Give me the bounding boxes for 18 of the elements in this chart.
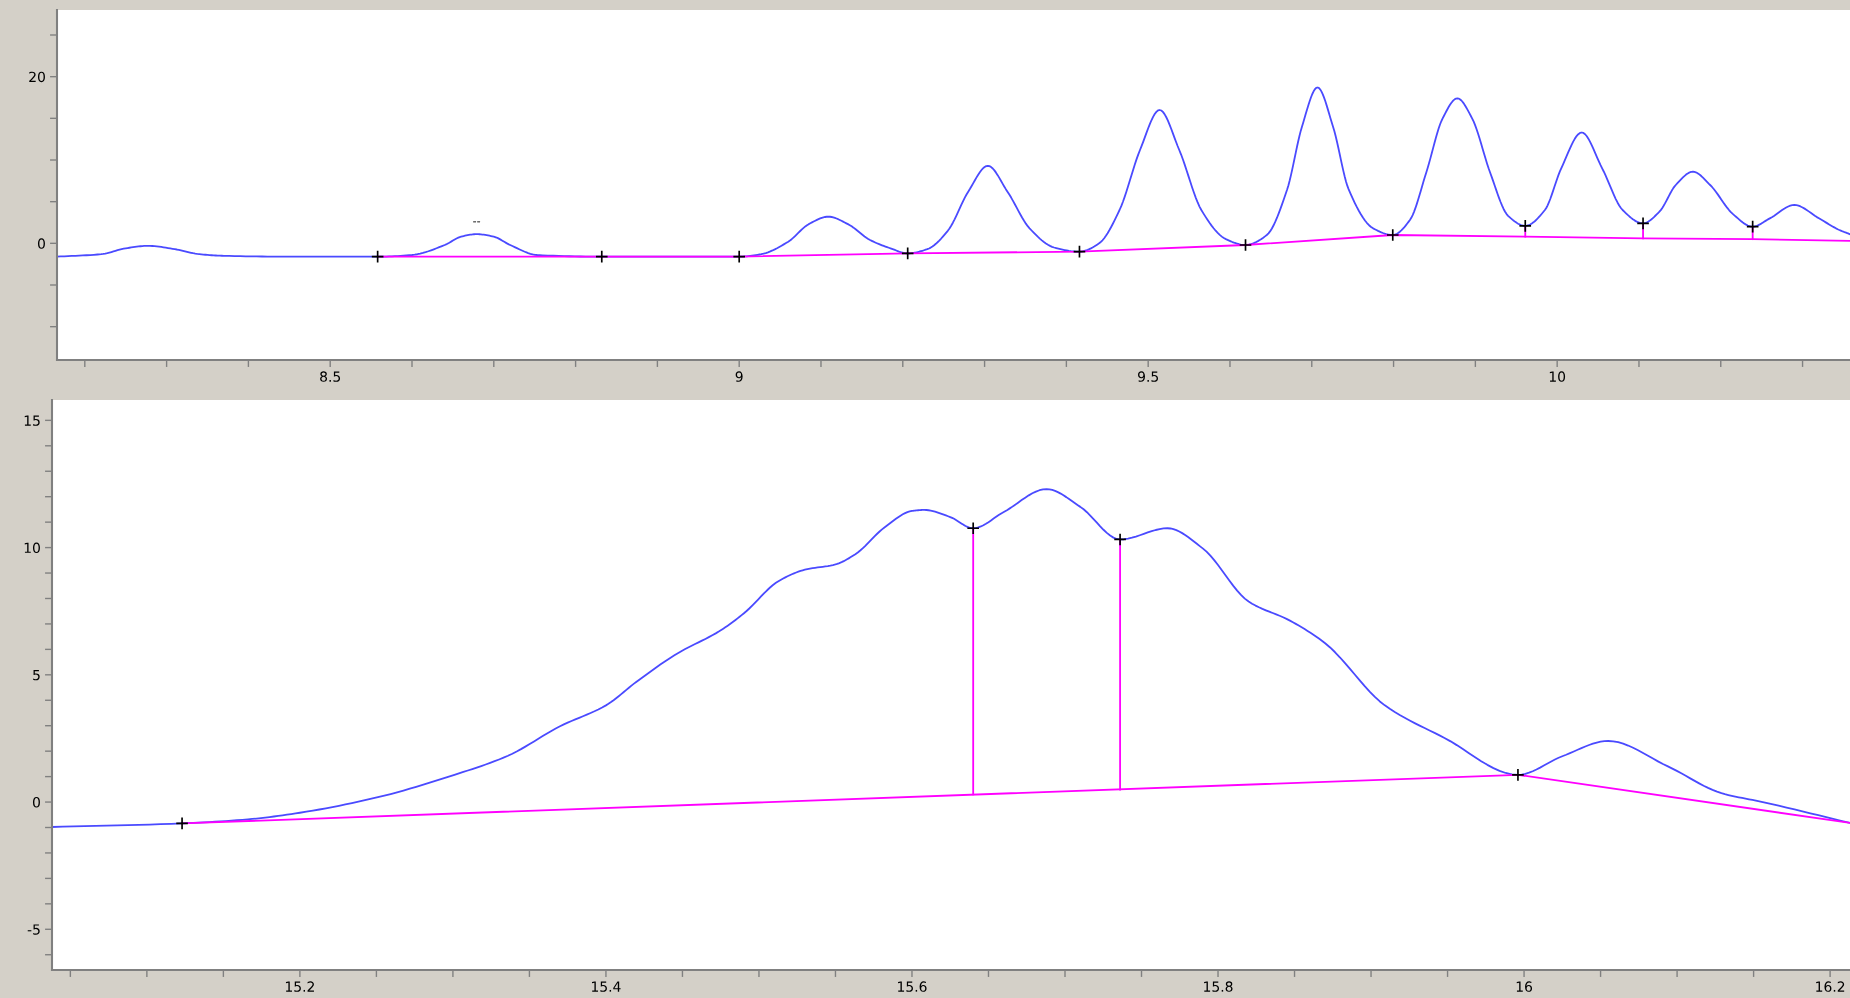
y-tick-label: 0 — [37, 238, 45, 249]
x-tick-label: 9.5 — [1138, 371, 1159, 382]
x-tick-label: 15.6 — [898, 981, 927, 992]
x-tick-label: 15.4 — [592, 981, 621, 992]
y-tick-label: 10 — [24, 542, 40, 554]
y-tick-label: 5 — [33, 669, 40, 681]
y-tick-label: 15 — [24, 415, 40, 426]
x-tick-label: 9 — [735, 371, 743, 382]
annotation: -- — [473, 221, 481, 223]
x-tick-label: 16 — [1516, 981, 1533, 992]
x-tick-label: 10 — [1549, 371, 1566, 382]
x-tick-label: 8.5 — [320, 371, 341, 382]
y-tick-label: 20 — [29, 71, 45, 83]
x-tick-label: 16.2 — [1816, 981, 1845, 992]
x-tick-label: 15.2 — [285, 981, 314, 992]
y-tick-label: -5 — [27, 924, 40, 935]
x-tick-label: 15.8 — [1204, 981, 1233, 992]
y-tick-label: 0 — [32, 797, 40, 808]
